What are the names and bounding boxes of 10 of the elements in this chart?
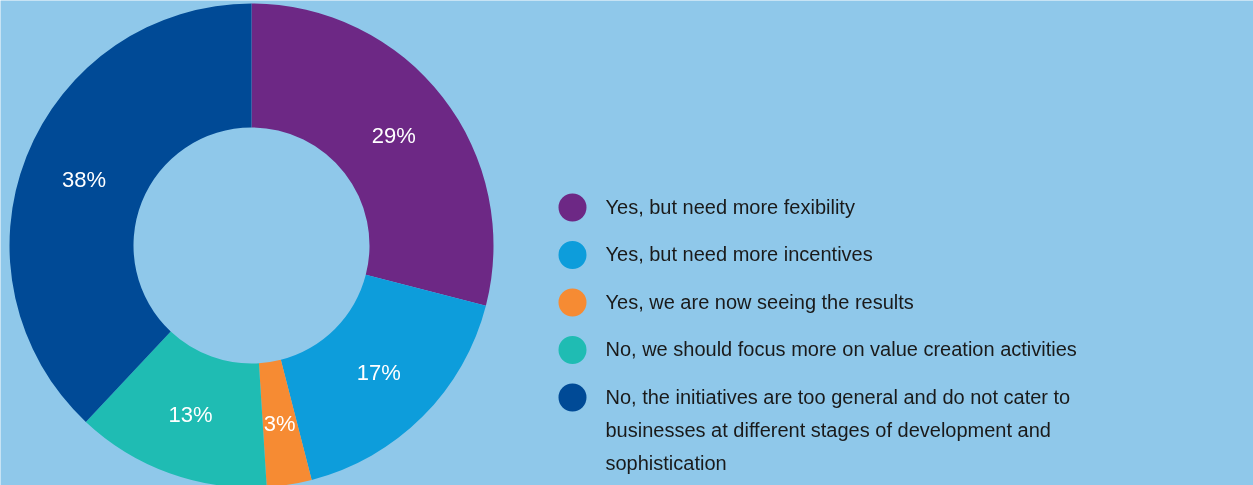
data-label: 38% <box>62 166 107 192</box>
legend-label: No, we should focus more on value creation activities <box>605 338 1077 360</box>
legend-label: No, the initiatives are too general and do not cater to businesses at different stages of development and sophistication <box>605 385 1071 474</box>
data-label: 3% <box>263 410 296 436</box>
legend-label: Yes, but need more incentives <box>605 243 873 265</box>
data-label: 29% <box>371 122 416 148</box>
data-label: 17% <box>356 360 401 386</box>
data-label: 13% <box>168 402 213 428</box>
legend-label: Yes, we are now seeing the results <box>605 290 914 313</box>
legend-label: Yes, but need more fexibility <box>605 195 855 218</box>
